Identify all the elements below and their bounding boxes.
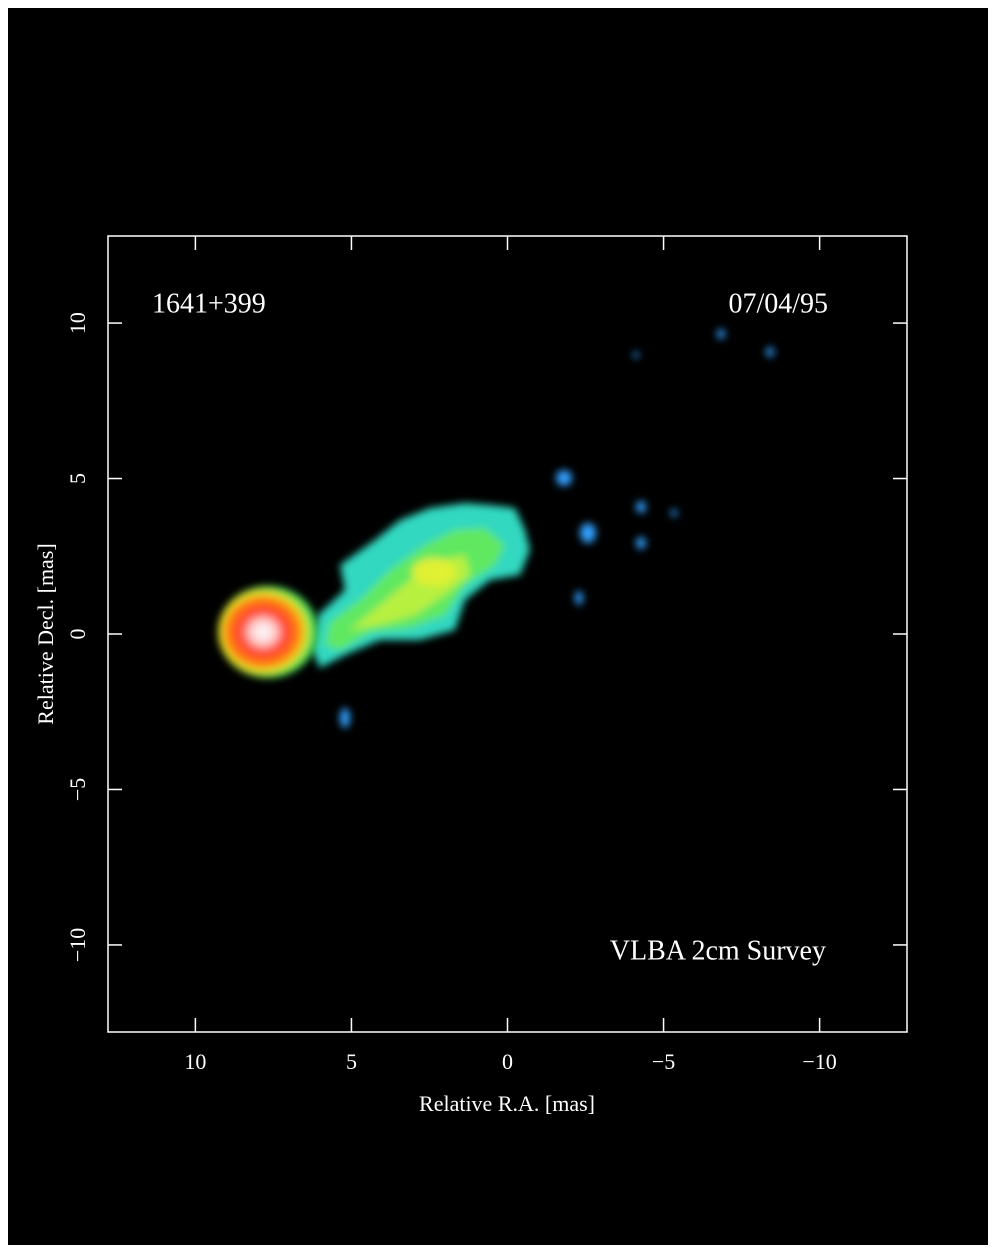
y-tick-label: −10 <box>65 928 90 962</box>
x-tick-label: 5 <box>346 1049 357 1074</box>
x-tick-label: −5 <box>652 1049 675 1074</box>
x-axis-label: Relative R.A. [mas] <box>419 1091 595 1116</box>
x-tick-label: 0 <box>502 1049 513 1074</box>
source-label: 1641+399 <box>152 288 266 319</box>
y-tick-label: 5 <box>65 473 90 484</box>
y-tick-label: 10 <box>65 312 90 334</box>
date-label: 07/04/95 <box>728 288 828 319</box>
x-tick-label: 10 <box>184 1049 206 1074</box>
y-axis-label: Relative Decl. [mas] <box>33 543 58 724</box>
y-tick-label: −5 <box>65 778 90 801</box>
chart: 1641+399 07/04/95 VLBA 2cm Survey Relati… <box>0 0 995 1253</box>
x-tick-label: −10 <box>802 1049 836 1074</box>
y-tick-label: 0 <box>65 629 90 640</box>
survey-label: VLBA 2cm Survey <box>610 935 826 966</box>
background <box>8 8 988 1245</box>
